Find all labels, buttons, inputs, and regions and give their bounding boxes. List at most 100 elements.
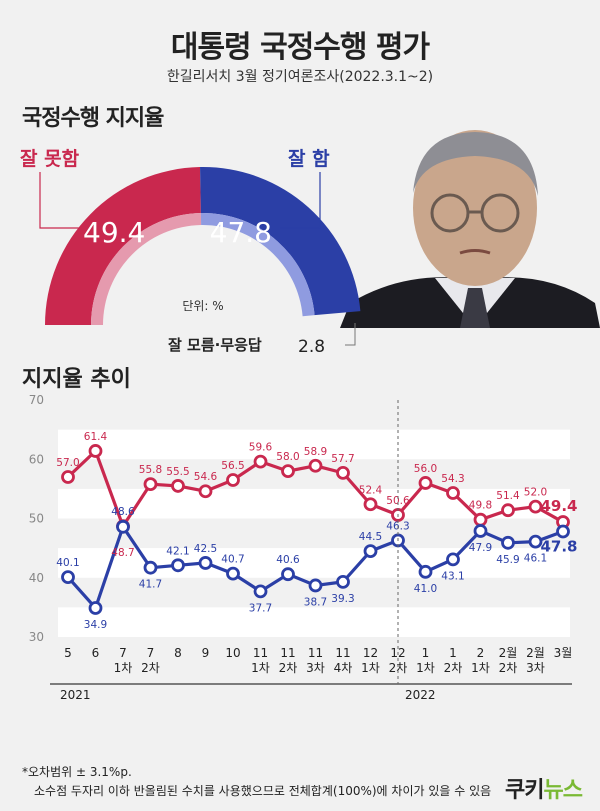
- positive-data-label: 40.7: [221, 554, 244, 566]
- positive-leader-line: [280, 172, 321, 229]
- x-tick-label: 2월: [499, 646, 518, 660]
- grid-band: [58, 429, 570, 460]
- positive-point: [198, 556, 213, 570]
- negative-point: [308, 458, 323, 473]
- x-tick-label: 4차: [334, 661, 353, 675]
- x-tick-label: 1: [449, 646, 457, 660]
- x-tick-label: 9: [202, 646, 210, 660]
- y-tick-label: 60: [29, 452, 44, 466]
- negative-point: [198, 484, 213, 499]
- grid-band: [58, 607, 570, 637]
- positive-inner-arc: [200, 213, 315, 317]
- positive-data-label: 45.9: [496, 554, 519, 566]
- negative-data-label: 54.6: [194, 471, 218, 483]
- x-tick-label: 5: [64, 646, 72, 660]
- x-tick-label: 1차: [114, 661, 133, 675]
- positive-point: [253, 584, 268, 599]
- positive-point: [528, 534, 543, 549]
- negative-data-label: 58.0: [276, 451, 299, 463]
- negative-data-label: 56.0: [414, 463, 437, 475]
- positive-value: 47.8: [210, 216, 272, 249]
- x-tick-label: 11: [280, 646, 295, 660]
- positive-point: [143, 560, 158, 575]
- negative-point: [281, 464, 295, 479]
- y-tick-label: 30: [29, 630, 44, 644]
- positive-data-label: 42.5: [194, 543, 217, 555]
- positive-point: [88, 601, 103, 615]
- positive-point: [116, 519, 130, 534]
- unknown-value: 2.8: [298, 337, 325, 357]
- x-tick-label: 2차: [389, 661, 408, 675]
- footnote-margin: *오차범위 ± 3.1%p.: [22, 765, 132, 779]
- negative-data-label: 51.4: [496, 490, 520, 502]
- negative-data-label: 52.0: [524, 487, 547, 499]
- negative-leader-line: [39, 172, 80, 229]
- negative-label: 잘 못함: [20, 148, 80, 170]
- unknown-label: 잘 모름·무응답: [168, 336, 262, 354]
- unit-label: 단위: %: [182, 299, 223, 313]
- x-tick-label: 1차: [361, 661, 380, 675]
- x-tick-label: 11: [253, 646, 268, 660]
- x-tick-label: 6: [92, 646, 100, 660]
- positive-point: [556, 524, 570, 539]
- x-tick-label: 2차: [141, 661, 160, 675]
- x-tick-label: 2차: [499, 661, 518, 675]
- positive-data-label: 39.3: [331, 593, 354, 605]
- negative-data-label: 48.7: [111, 547, 134, 559]
- positive-data-label: 42.1: [166, 545, 189, 557]
- positive-point: [336, 574, 350, 589]
- negative-point: [363, 497, 378, 512]
- trend-section-title: 지지율 추이: [22, 367, 131, 392]
- negative-data-label: 54.3: [441, 473, 464, 485]
- x-tick-label: 11: [335, 646, 350, 660]
- negative-data-label: 49.8: [469, 500, 492, 512]
- positive-point: [501, 535, 515, 550]
- positive-data-label: 48.6: [111, 506, 135, 518]
- y-tick-label: 70: [29, 393, 44, 407]
- x-tick-label: 3월: [554, 646, 573, 660]
- positive-label: 잘 함: [288, 148, 330, 170]
- negative-data-label: 58.9: [304, 446, 327, 458]
- news-logo: 쿠키뉴스: [505, 778, 583, 803]
- x-tick-label: 2월: [526, 646, 545, 660]
- x-tick-label: 1차: [416, 661, 435, 675]
- negative-data-label: 52.4: [359, 484, 383, 496]
- positive-data-label: 43.1: [441, 570, 464, 582]
- negative-point: [336, 465, 350, 480]
- negative-point: [171, 479, 185, 493]
- negative-data-label: 55.8: [139, 464, 162, 476]
- x-tick-label: 2차: [279, 661, 298, 675]
- page-subtitle: 한길리서치 3월 정기여론조사(2022.3.1~2): [166, 69, 434, 85]
- negative-point: [226, 473, 240, 487]
- x-tick-label: 10: [225, 646, 240, 660]
- positive-point: [418, 564, 433, 579]
- negative-data-label: 57.0: [56, 457, 79, 469]
- positive-data-label: 41.7: [139, 579, 162, 591]
- page-title: 대통령 국정수행 평가: [170, 30, 430, 65]
- negative-data-label: 61.4: [84, 431, 108, 443]
- positive-point: [171, 558, 185, 573]
- positive-point: [308, 578, 323, 593]
- y-tick-label: 40: [29, 571, 44, 585]
- positive-point: [446, 552, 460, 567]
- negative-point: [88, 444, 103, 458]
- positive-point: [226, 566, 240, 581]
- x-tick-label: 1차: [251, 661, 270, 675]
- negative-data-label: 57.7: [331, 453, 354, 465]
- positive-data-label: 47.9: [469, 542, 492, 554]
- x-tick-label: 1차: [471, 661, 490, 675]
- x-tick-label: 1: [422, 646, 430, 660]
- x-tick-label: 8: [174, 646, 182, 660]
- negative-point: [253, 454, 268, 469]
- approval-section-title: 국정수행 지지율: [22, 106, 164, 131]
- grid-band: [58, 548, 570, 578]
- negative-point: [528, 499, 543, 514]
- negative-data-label: 50.6: [386, 495, 410, 507]
- x-tick-label: 3차: [526, 661, 545, 675]
- footnote-rounding: 소수점 두자리 이하 반올림된 수치를 사용했으므로 전체합계(100%)에 차…: [34, 784, 492, 798]
- positive-point: [61, 570, 75, 585]
- positive-data-label: 40.6: [276, 554, 300, 566]
- x-tick-label: 2차: [444, 661, 463, 675]
- positive-arc: [200, 166, 361, 316]
